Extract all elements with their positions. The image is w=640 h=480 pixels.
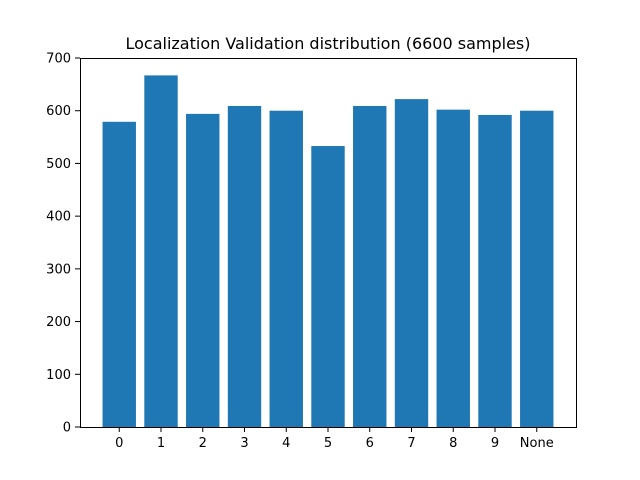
y-tick-label: 100 xyxy=(46,368,71,383)
bar-3 xyxy=(227,105,262,427)
x-tick-label: 0 xyxy=(115,436,123,451)
x-tick-label: 4 xyxy=(282,436,290,451)
bar-5 xyxy=(311,146,345,428)
y-tick-label: 0 xyxy=(63,421,71,436)
bars-group xyxy=(102,75,554,428)
bar-1 xyxy=(144,75,178,427)
bar-6 xyxy=(353,105,387,427)
y-tick-label: 400 xyxy=(46,210,71,225)
x-tick-label: 8 xyxy=(449,436,457,451)
x-tick-label: 9 xyxy=(491,436,499,451)
x-axis-ticks: 0 1 2 3 4 5 6 7 8 9 None xyxy=(115,427,554,451)
bar-8 xyxy=(436,109,470,427)
bar-7 xyxy=(394,99,429,428)
x-tick-label: 5 xyxy=(324,436,332,451)
y-tick-label: 500 xyxy=(46,157,71,172)
y-tick-label: 600 xyxy=(46,104,71,119)
bar-2 xyxy=(186,113,220,428)
y-tick-label: 300 xyxy=(46,262,71,277)
bar-9 xyxy=(478,114,512,427)
x-tick-label: None xyxy=(520,436,554,451)
x-tick-label: 2 xyxy=(199,436,207,451)
chart-title: Localization Validation distribution (66… xyxy=(125,34,530,53)
y-tick-label: 700 xyxy=(46,52,71,67)
x-tick-label: 6 xyxy=(366,436,374,451)
x-tick-label: 3 xyxy=(240,436,248,451)
x-tick-label: 7 xyxy=(407,436,415,451)
bar-none xyxy=(520,110,554,427)
x-tick-label: 1 xyxy=(157,436,165,451)
bar-4 xyxy=(269,110,303,427)
bar-0 xyxy=(102,121,136,427)
y-tick-label: 200 xyxy=(46,315,71,330)
y-axis-ticks: 0 100 200 300 400 500 600 700 xyxy=(46,52,80,436)
